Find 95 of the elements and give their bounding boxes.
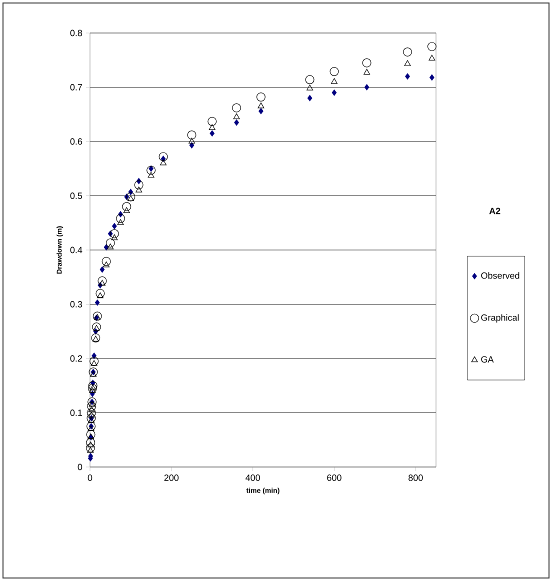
x-tick-label: 400 bbox=[246, 474, 260, 481]
point bbox=[134, 180, 144, 190]
point bbox=[136, 186, 142, 192]
point bbox=[158, 152, 168, 162]
point bbox=[116, 214, 126, 224]
point bbox=[210, 130, 215, 136]
legend-title: A2 bbox=[489, 208, 500, 214]
point bbox=[88, 384, 97, 393]
point bbox=[92, 336, 99, 342]
point bbox=[330, 78, 338, 84]
point bbox=[86, 444, 95, 453]
x-tick-label: 800 bbox=[408, 474, 423, 481]
legend-label: GA bbox=[481, 356, 494, 363]
point bbox=[330, 67, 339, 76]
y-tick-label: 0.1 bbox=[70, 410, 82, 416]
point bbox=[123, 207, 130, 213]
point bbox=[88, 381, 98, 390]
point bbox=[332, 90, 337, 96]
point bbox=[94, 300, 100, 306]
point bbox=[92, 312, 102, 321]
point bbox=[107, 244, 114, 250]
point bbox=[427, 42, 436, 52]
point bbox=[403, 47, 412, 56]
point bbox=[89, 387, 96, 394]
y-tick-label: 0.4 bbox=[70, 246, 82, 254]
point bbox=[404, 60, 411, 66]
point bbox=[92, 322, 102, 332]
point bbox=[148, 166, 154, 172]
x-tick-label: 200 bbox=[164, 474, 179, 481]
point bbox=[127, 195, 134, 202]
point bbox=[93, 324, 100, 331]
point bbox=[90, 371, 96, 377]
point bbox=[364, 68, 370, 75]
y-tick-label: 0.8 bbox=[70, 30, 82, 36]
point bbox=[234, 119, 239, 126]
point bbox=[189, 142, 194, 148]
point bbox=[307, 95, 312, 102]
point bbox=[188, 138, 196, 144]
point bbox=[87, 402, 96, 411]
point bbox=[110, 229, 119, 238]
point bbox=[106, 238, 115, 248]
legend-label: Observed bbox=[481, 272, 520, 279]
point bbox=[86, 430, 96, 439]
point bbox=[126, 192, 136, 202]
point bbox=[362, 58, 372, 68]
point bbox=[364, 84, 370, 90]
point bbox=[102, 256, 111, 266]
point bbox=[405, 73, 410, 80]
point bbox=[208, 124, 216, 130]
point bbox=[122, 202, 132, 212]
point bbox=[90, 360, 98, 366]
point bbox=[86, 414, 96, 423]
point bbox=[160, 159, 167, 166]
point bbox=[103, 261, 110, 268]
point bbox=[88, 397, 97, 406]
point bbox=[92, 352, 96, 359]
point bbox=[87, 447, 94, 453]
point bbox=[305, 75, 314, 84]
legend-label: Graphical bbox=[481, 314, 519, 323]
point bbox=[430, 74, 434, 81]
x-tick-label: 600 bbox=[327, 474, 342, 481]
point bbox=[117, 219, 124, 225]
point bbox=[87, 442, 94, 448]
point bbox=[86, 438, 96, 448]
y-tick-label: 0 bbox=[78, 464, 82, 470]
point bbox=[90, 356, 99, 366]
point bbox=[88, 412, 95, 418]
point bbox=[100, 266, 105, 273]
point bbox=[98, 280, 106, 286]
point bbox=[258, 102, 264, 108]
y-tick-label: 0.5 bbox=[70, 192, 82, 199]
point bbox=[256, 92, 266, 102]
point bbox=[146, 166, 156, 175]
point bbox=[187, 130, 196, 140]
point bbox=[111, 234, 118, 240]
y-tick-label: 0.6 bbox=[70, 138, 82, 145]
point bbox=[98, 276, 107, 286]
point bbox=[96, 288, 105, 298]
point bbox=[306, 84, 314, 90]
point bbox=[96, 292, 104, 298]
point bbox=[86, 408, 96, 418]
point bbox=[232, 103, 242, 112]
point bbox=[428, 54, 436, 60]
point bbox=[90, 384, 96, 390]
y-tick-label: 0.3 bbox=[70, 301, 82, 308]
y-tick-label: 0.2 bbox=[70, 355, 82, 362]
point bbox=[258, 108, 264, 114]
point bbox=[88, 406, 95, 412]
point bbox=[233, 113, 240, 120]
y-tick-label: 0.7 bbox=[70, 84, 82, 90]
point bbox=[208, 116, 217, 126]
point bbox=[112, 223, 117, 230]
point bbox=[148, 172, 154, 178]
point bbox=[91, 333, 100, 342]
x-tick-label: 0 bbox=[88, 474, 92, 481]
